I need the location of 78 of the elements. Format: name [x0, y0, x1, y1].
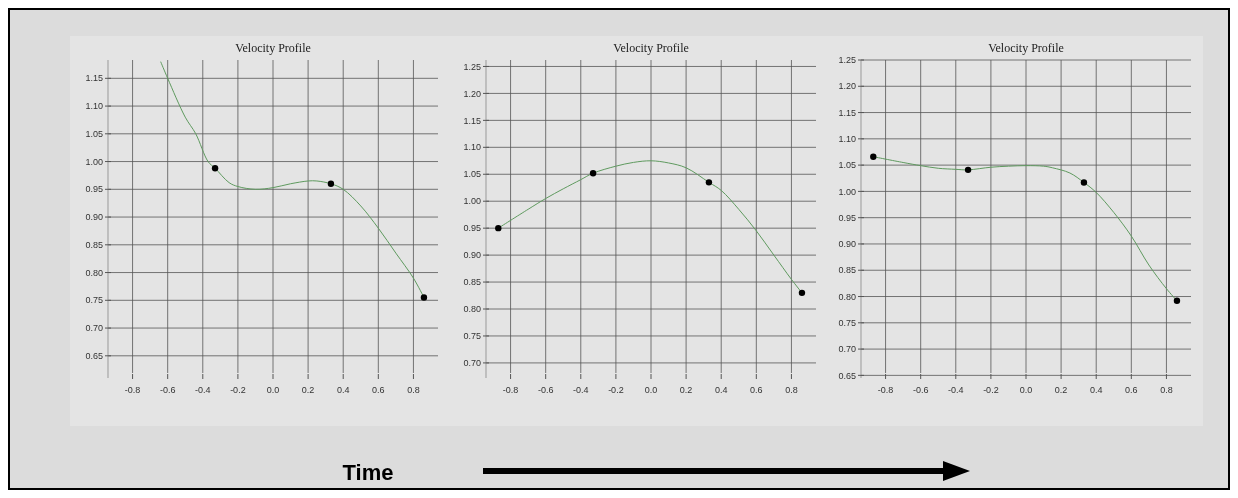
x-tick-label: 0.4: [336, 385, 350, 395]
point: [1080, 179, 1088, 186]
y-tick-label: 1.25: [463, 61, 481, 72]
x-tick-label: 0.6: [1125, 385, 1138, 395]
x-tick-label: -0.4: [195, 385, 211, 395]
x-tick-label: -0.4: [948, 385, 964, 395]
point: [870, 153, 877, 160]
chart-title: Velocity Profile: [235, 41, 311, 55]
y-tick-label: 1.15: [838, 107, 856, 118]
point: [1173, 297, 1181, 304]
y-tick-label: 1.00: [838, 186, 856, 197]
y-tick-label: 1.20: [838, 81, 856, 92]
y-tick-label: 1.05: [838, 160, 856, 171]
x-tick-label: 0.8: [1160, 385, 1173, 395]
x-tick-label: -0.6: [537, 385, 554, 395]
y-tick-label: 1.10: [85, 101, 103, 112]
x-tick-label: 0.2: [679, 385, 693, 395]
point: [589, 169, 597, 177]
x-tick-label: -0.2: [608, 385, 624, 395]
x-tick-label: 0.4: [714, 385, 728, 395]
y-tick-label: 1.15: [463, 115, 481, 126]
x-tick-label: 0.2: [301, 385, 315, 395]
x-tick-label: 0.0: [644, 385, 658, 395]
y-tick-label: 1.10: [838, 133, 856, 144]
point: [705, 179, 713, 186]
x-tick-label: 0.8: [785, 385, 798, 395]
y-tick-label: 1.00: [85, 156, 103, 167]
x-tick-label: 0.6: [372, 385, 385, 395]
point: [420, 294, 428, 301]
x-tick-label: 0.6: [750, 385, 763, 395]
point: [327, 180, 335, 187]
x-tick-label: 0.4: [1089, 385, 1103, 395]
chart-title: Velocity Profile: [613, 41, 689, 55]
x-tick-label: -0.6: [912, 385, 929, 395]
y-tick-label: 1.05: [463, 169, 481, 180]
chart-title: Velocity Profile: [988, 41, 1064, 55]
y-tick-label: 1.20: [463, 88, 481, 99]
y-tick-label: 0.95: [85, 184, 103, 195]
y-tick-label: 0.80: [85, 267, 103, 278]
y-tick-label: 0.80: [463, 304, 481, 315]
y-tick-label: 0.95: [463, 223, 481, 234]
x-tick-label: 0.2: [1054, 385, 1068, 395]
y-tick-label: 1.05: [85, 128, 103, 139]
y-tick-label: 0.70: [463, 358, 481, 369]
x-tick-label: -0.6: [159, 385, 176, 395]
x-tick-label: 0.0: [1019, 385, 1033, 395]
y-tick-label: 0.90: [85, 212, 103, 223]
x-tick-label: -0.2: [230, 385, 246, 395]
y-tick-label: 0.85: [85, 239, 103, 250]
y-tick-label: 0.95: [838, 212, 856, 223]
y-tick-label: 0.70: [85, 323, 103, 334]
y-tick-label: 0.80: [838, 291, 856, 302]
y-tick-label: 1.25: [838, 55, 856, 66]
x-tick-label: -0.2: [983, 385, 999, 395]
y-tick-label: 1.15: [85, 73, 103, 84]
y-tick-label: 0.90: [838, 239, 856, 250]
y-tick-label: 1.10: [463, 142, 481, 153]
x-tick-label: -0.8: [502, 385, 519, 395]
x-tick-label: 0.0: [266, 385, 280, 395]
point: [495, 224, 502, 232]
y-tick-label: 0.75: [838, 317, 856, 328]
y-tick-label: 0.85: [838, 265, 856, 276]
x-tick-label: -0.4: [573, 385, 589, 395]
point: [964, 166, 972, 174]
y-tick-label: 0.70: [838, 344, 856, 355]
y-tick-label: 0.65: [85, 350, 103, 361]
x-tick-label: 0.8: [407, 385, 420, 395]
point: [798, 289, 806, 297]
y-tick-label: 0.75: [463, 331, 481, 342]
y-tick-label: 0.65: [838, 370, 856, 381]
y-tick-label: 0.85: [463, 277, 481, 288]
text: Time: [342, 460, 394, 485]
x-tick-label: -0.8: [124, 385, 141, 395]
y-tick-label: 1.00: [463, 196, 481, 207]
x-tick-label: -0.8: [877, 385, 894, 395]
point: [211, 165, 219, 172]
y-tick-label: 0.75: [85, 295, 103, 306]
y-tick-label: 0.90: [463, 250, 481, 261]
